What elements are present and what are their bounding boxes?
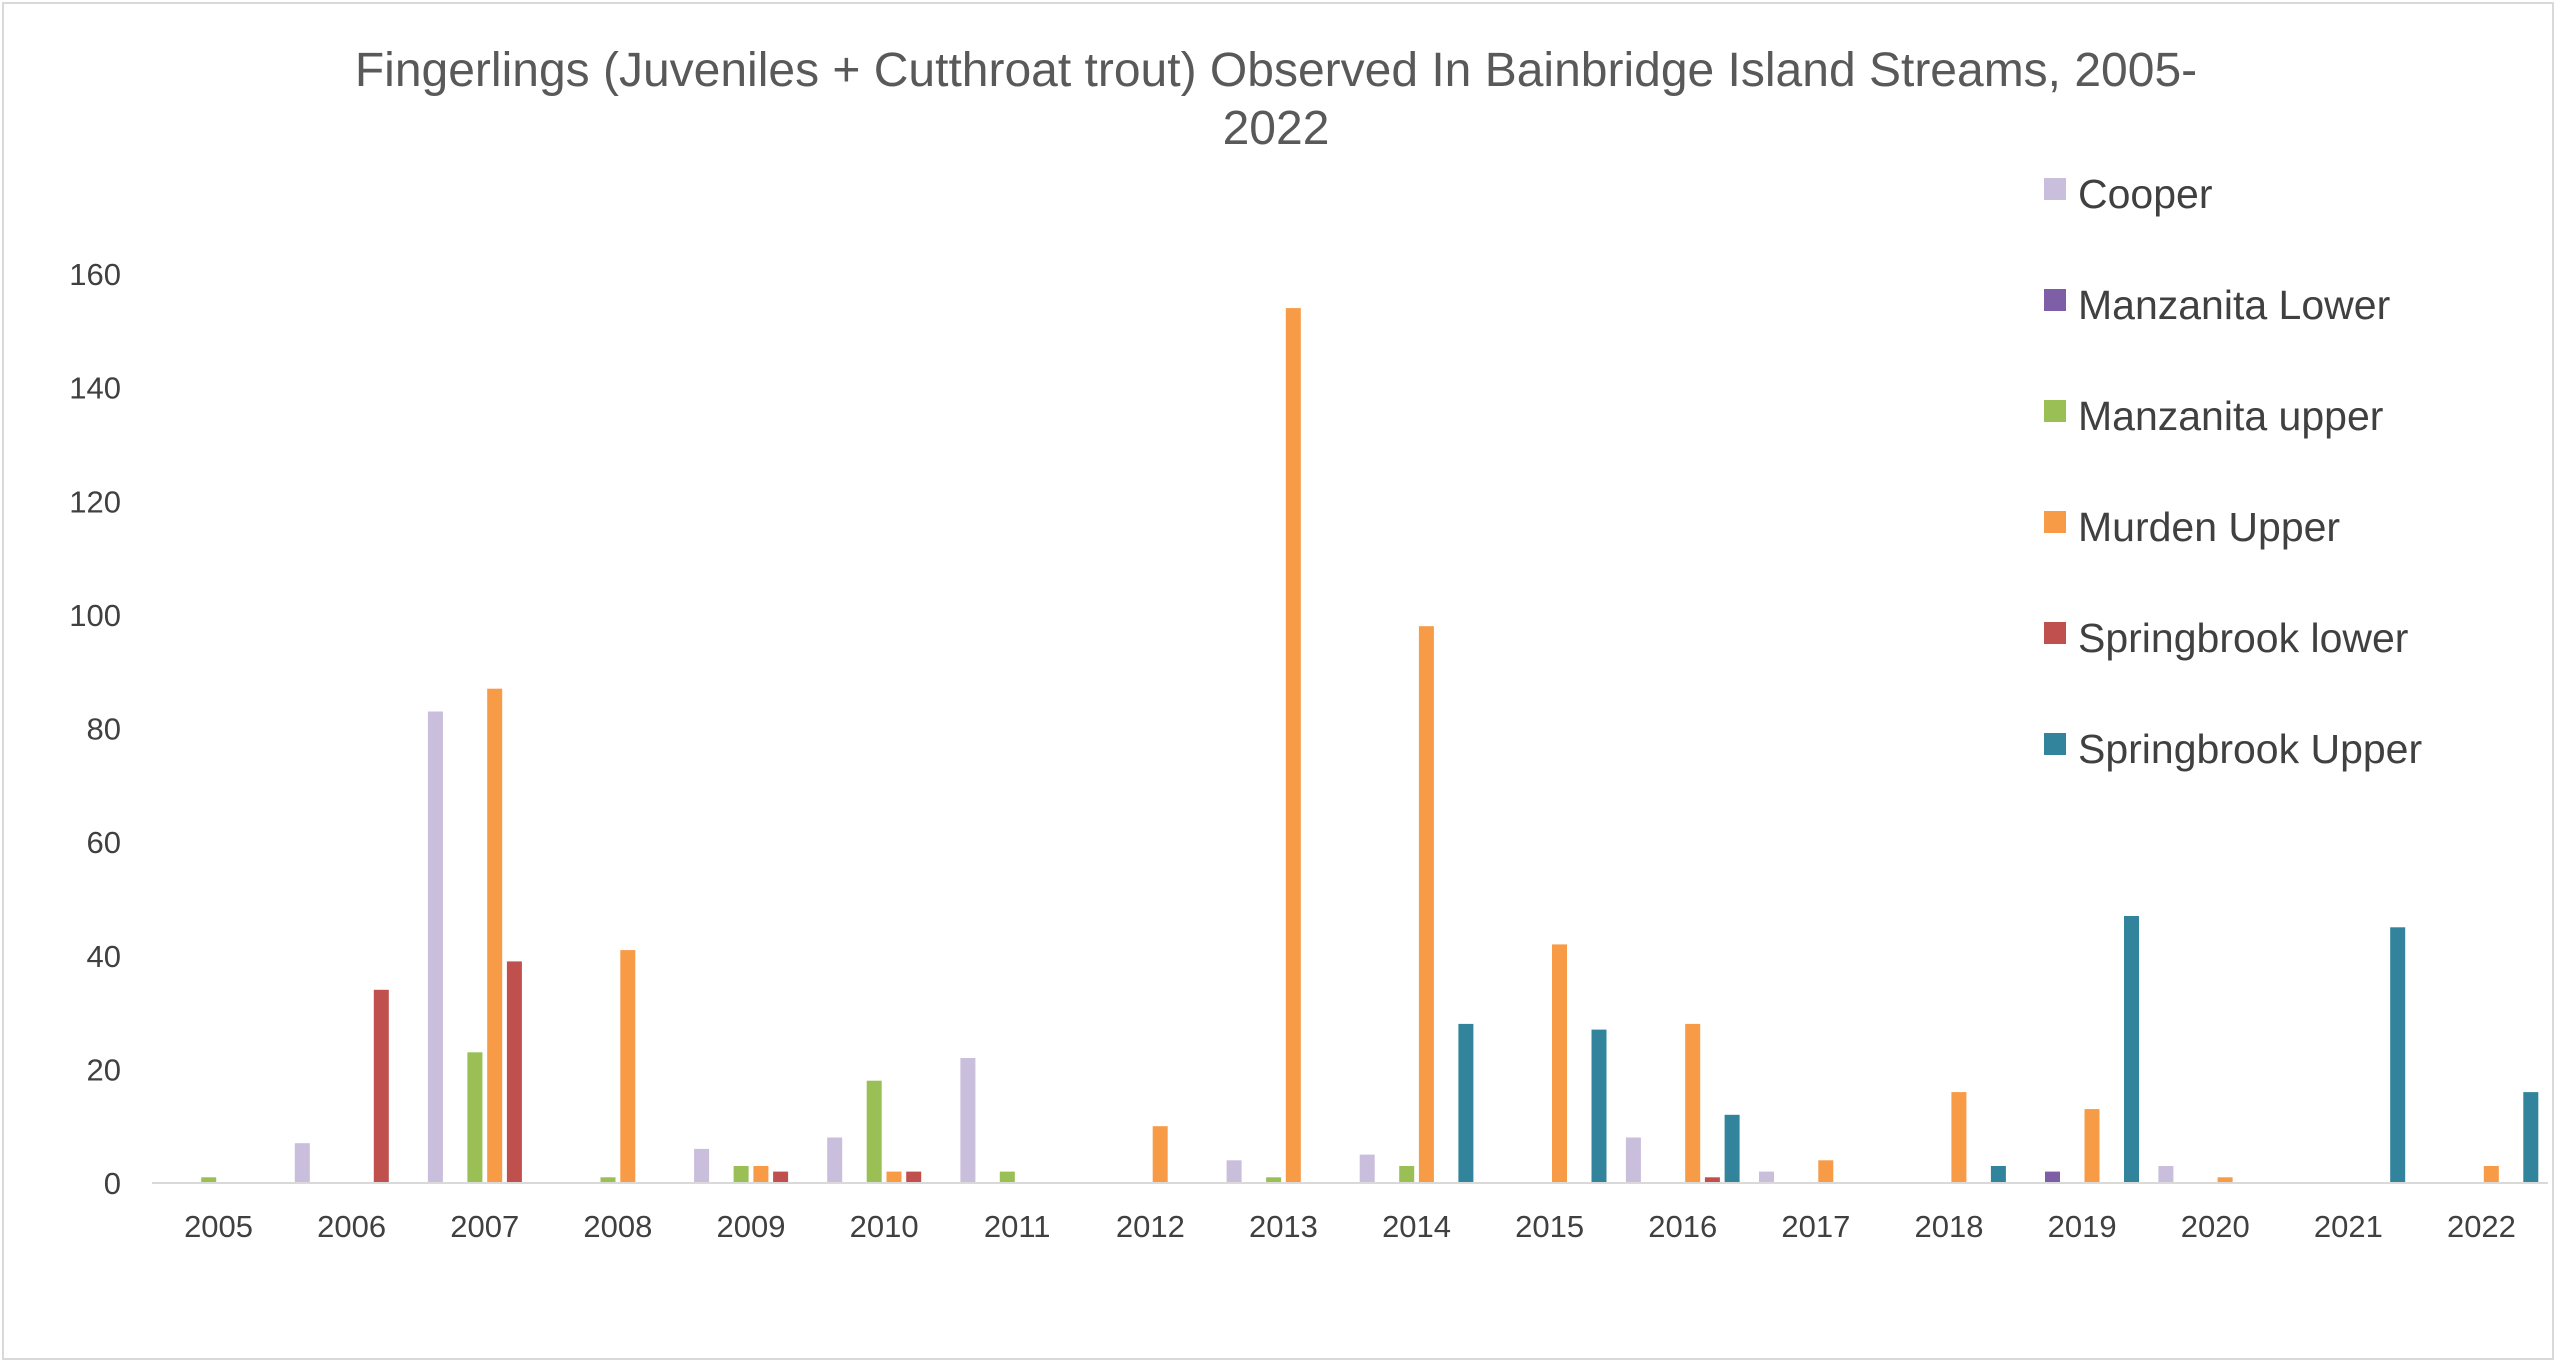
chart-title: Fingerlings (Juveniles + Cutthroat trout… bbox=[355, 44, 2197, 155]
bar-springbrook-lower-2009 bbox=[773, 1171, 789, 1183]
x-tick-label: 2014 bbox=[1382, 1209, 1451, 1244]
x-tick-label: 2009 bbox=[717, 1209, 786, 1244]
y-tick-label: 40 bbox=[87, 939, 121, 974]
bar-cooper-2006 bbox=[294, 1143, 310, 1183]
bar-springbrook-lower-2007 bbox=[506, 961, 522, 1183]
x-tick-label: 2008 bbox=[583, 1209, 652, 1244]
x-tick-label: 2006 bbox=[317, 1209, 386, 1244]
bar-murden-upper-2017 bbox=[1818, 1160, 1834, 1183]
x-tick-label: 2007 bbox=[450, 1209, 519, 1244]
x-tick-label: 2010 bbox=[850, 1209, 919, 1244]
x-tick-label: 2016 bbox=[1648, 1209, 1717, 1244]
bar-springbrook-lower-2010 bbox=[906, 1171, 922, 1183]
bar-cooper-2016 bbox=[1625, 1137, 1641, 1183]
bar-murden-upper-2022 bbox=[2483, 1166, 2499, 1183]
bar-manzanita-upper-2007 bbox=[467, 1052, 483, 1183]
x-tick-label: 2019 bbox=[2048, 1209, 2117, 1244]
x-tick-label: 2005 bbox=[184, 1209, 253, 1244]
bar-springbrook-lower-2016 bbox=[1704, 1177, 1720, 1183]
x-tick-label: 2020 bbox=[2181, 1209, 2250, 1244]
legend-swatch bbox=[2044, 178, 2066, 200]
bars bbox=[201, 308, 2539, 1184]
bar-murden-upper-2019 bbox=[2084, 1109, 2100, 1183]
bar-manzanita-lower-2019 bbox=[2045, 1171, 2060, 1183]
legend-label: Cooper bbox=[2078, 171, 2212, 217]
bar-murden-upper-2010 bbox=[886, 1171, 902, 1183]
y-tick-label: 0 bbox=[104, 1166, 121, 1201]
bar-springbrook-upper-2021 bbox=[2390, 927, 2406, 1183]
bar-murden-upper-2013 bbox=[1285, 308, 1301, 1184]
bar-springbrook-lower-2006 bbox=[373, 989, 389, 1183]
bar-cooper-2014 bbox=[1359, 1154, 1375, 1183]
legend-swatch bbox=[2044, 622, 2066, 644]
legend-swatch bbox=[2044, 400, 2066, 422]
bar-murden-upper-2015 bbox=[1552, 944, 1567, 1183]
bar-springbrook-upper-2022 bbox=[2523, 1092, 2539, 1183]
bar-murden-upper-2014 bbox=[1418, 626, 1434, 1183]
bar-manzanita-upper-2009 bbox=[733, 1166, 749, 1183]
legend-swatch bbox=[2044, 289, 2066, 311]
bar-manzanita-upper-2010 bbox=[866, 1080, 882, 1183]
bar-cooper-2020 bbox=[2158, 1166, 2174, 1183]
bar-cooper-2017 bbox=[1759, 1171, 1774, 1183]
bar-cooper-2009 bbox=[694, 1148, 710, 1183]
legend-swatch bbox=[2044, 511, 2066, 533]
x-tick-label: 2022 bbox=[2447, 1209, 2516, 1244]
bar-murden-upper-2018 bbox=[1951, 1092, 1967, 1183]
bar-springbrook-upper-2019 bbox=[2124, 916, 2139, 1183]
chart-svg: Fingerlings (Juveniles + Cutthroat trout… bbox=[69, 44, 2548, 1244]
chart-title-line-2: 2022 bbox=[1223, 102, 1330, 155]
legend-label: Murden Upper bbox=[2078, 504, 2340, 550]
bar-murden-upper-2020 bbox=[2217, 1177, 2233, 1183]
bar-springbrook-upper-2016 bbox=[1724, 1114, 1740, 1183]
bar-murden-upper-2012 bbox=[1152, 1126, 1168, 1183]
bar-manzanita-upper-2013 bbox=[1266, 1177, 1282, 1183]
x-tick-label: 2012 bbox=[1116, 1209, 1185, 1244]
x-tick-label: 2013 bbox=[1249, 1209, 1318, 1244]
legend-label: Manzanita upper bbox=[2078, 393, 2383, 439]
bar-manzanita-upper-2011 bbox=[999, 1171, 1015, 1183]
x-tick-label: 2015 bbox=[1515, 1209, 1584, 1244]
legend: Cooper Manzanita Lower Manzanita upper Murd… bbox=[2044, 171, 2422, 772]
legend-label: Manzanita Lower bbox=[2078, 282, 2390, 328]
legend-label: Springbrook Upper bbox=[2078, 726, 2422, 772]
bar-manzanita-upper-2014 bbox=[1399, 1166, 1415, 1183]
legend-label: Springbrook lower bbox=[2078, 615, 2408, 661]
bar-cooper-2011 bbox=[960, 1058, 976, 1183]
chart-title-line-1: Fingerlings (Juveniles + Cutthroat trout… bbox=[355, 44, 2197, 97]
legend-swatch bbox=[2044, 733, 2066, 755]
bar-springbrook-upper-2018 bbox=[1990, 1166, 2006, 1183]
bar-murden-upper-2016 bbox=[1685, 1023, 1701, 1183]
y-tick-label: 160 bbox=[69, 257, 121, 292]
y-tick-label: 100 bbox=[69, 598, 121, 633]
bar-cooper-2007 bbox=[427, 711, 443, 1183]
bar-cooper-2013 bbox=[1226, 1160, 1242, 1183]
bar-murden-upper-2008 bbox=[620, 950, 636, 1183]
bar-murden-upper-2007 bbox=[487, 688, 503, 1183]
bar-murden-upper-2009 bbox=[753, 1166, 769, 1183]
bar-springbrook-upper-2014 bbox=[1458, 1023, 1474, 1183]
y-tick-label: 120 bbox=[69, 484, 121, 519]
bar-manzanita-upper-2008 bbox=[600, 1177, 616, 1183]
x-tick-label: 2011 bbox=[984, 1209, 1051, 1244]
x-axis-ticks: 2005 2006 2007 2008 2009 2010 2011 2012 2013 2014… bbox=[184, 1209, 2516, 1244]
x-tick-label: 2017 bbox=[1781, 1209, 1850, 1244]
y-axis-ticks: 0 20 40 60 80 100 120 140 160 bbox=[69, 257, 121, 1201]
y-tick-label: 80 bbox=[87, 712, 121, 747]
x-tick-label: 2018 bbox=[1915, 1209, 1984, 1244]
bar-cooper-2010 bbox=[827, 1137, 843, 1183]
bar-springbrook-upper-2015 bbox=[1591, 1029, 1607, 1183]
y-tick-label: 60 bbox=[87, 825, 121, 860]
x-tick-label: 2021 bbox=[2314, 1209, 2383, 1244]
bar-manzanita-upper-2005 bbox=[201, 1177, 217, 1183]
y-tick-label: 20 bbox=[87, 1052, 121, 1087]
y-tick-label: 140 bbox=[69, 371, 121, 406]
